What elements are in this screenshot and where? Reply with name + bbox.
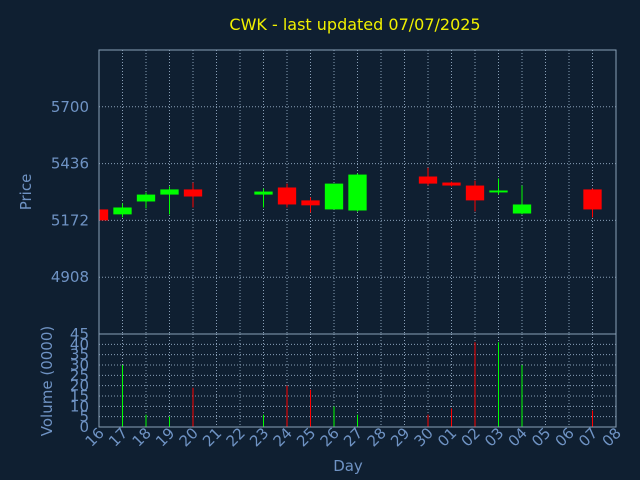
volume-tick-label: 0: [79, 418, 89, 436]
volume-tick-label: 35: [70, 346, 89, 364]
candle-body: [160, 189, 179, 195]
volume-axis-label: Volume (0000): [38, 326, 56, 436]
y-tick-label: 5172: [51, 211, 89, 229]
candles: [99, 167, 602, 221]
candle-body: [277, 187, 297, 205]
x-axis-label: Day: [333, 457, 363, 475]
volume-tick-label: 20: [70, 377, 89, 395]
candle-body: [418, 176, 438, 184]
candle-body: [99, 209, 109, 221]
y-axis-label: Price: [17, 174, 35, 211]
candle-body: [113, 207, 132, 215]
volume-tick-label: 15: [70, 387, 89, 405]
volume-tick-label: 40: [70, 335, 89, 353]
chart-title: CWK - last updated 07/07/2025: [229, 15, 480, 34]
candle-body: [254, 191, 273, 195]
candle-body: [583, 189, 602, 210]
candle-body: [324, 183, 344, 210]
candle-body: [442, 182, 461, 186]
volume-tick-label: 30: [70, 356, 89, 374]
y-tick-label: 4908: [51, 268, 89, 286]
volume-tick-label: 25: [70, 366, 89, 384]
y-tick-label: 5436: [51, 155, 89, 173]
candle-body: [489, 190, 508, 193]
volume-tick-label: 10: [70, 397, 89, 415]
volume-frame: [98, 333, 617, 428]
candle-body: [348, 174, 367, 211]
y-tick-label: 5700: [51, 98, 89, 116]
candle-body: [301, 200, 320, 206]
candle-body: [183, 189, 203, 197]
candle-body: [136, 194, 156, 202]
volume-tick-label: 45: [70, 325, 89, 343]
candle-body: [512, 204, 532, 214]
candle-body: [465, 185, 485, 201]
volume-tick-label: 5: [79, 408, 89, 426]
